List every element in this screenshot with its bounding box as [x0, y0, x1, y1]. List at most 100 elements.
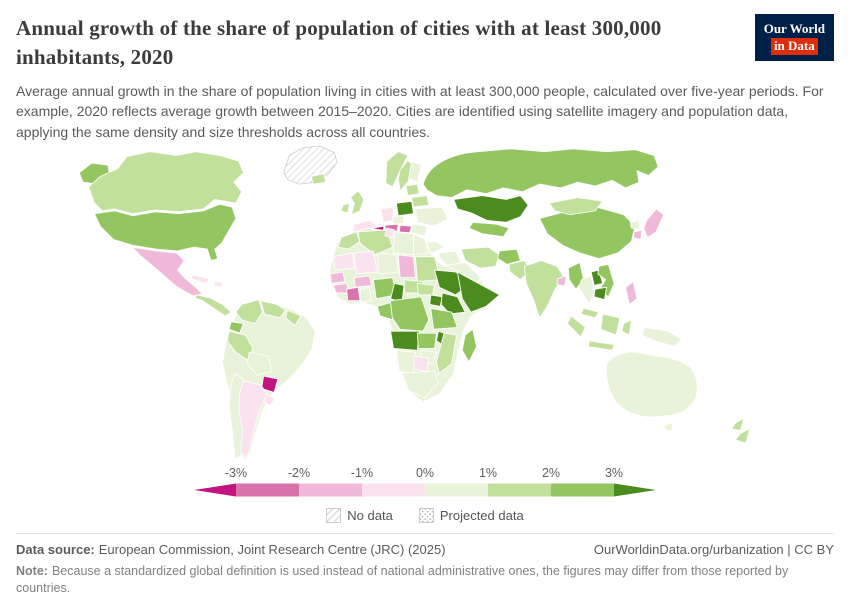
country-cuba[interactable] — [190, 274, 210, 284]
country-south-korea[interactable] — [632, 229, 643, 240]
legend-bin-5[interactable] — [488, 483, 551, 497]
country-uruguay[interactable] — [263, 393, 276, 407]
country-romania[interactable] — [411, 223, 428, 237]
note-text: Because a standardized global definition… — [16, 563, 789, 596]
country-indonesia-borneo[interactable] — [600, 313, 621, 336]
country-colombia[interactable] — [235, 299, 264, 324]
country-afghanistan[interactable] — [497, 248, 522, 265]
country-baltics[interactable] — [405, 183, 420, 196]
country-morocco[interactable] — [337, 231, 361, 250]
country-bangladesh[interactable] — [556, 275, 567, 287]
country-niger[interactable] — [376, 252, 399, 275]
country-iran[interactable] — [460, 246, 501, 269]
country-australia[interactable] — [605, 351, 698, 418]
country-malaysia[interactable] — [580, 307, 600, 319]
country-hungary[interactable] — [398, 224, 413, 234]
country-philippines[interactable] — [625, 280, 638, 306]
legend-bin-4[interactable] — [425, 483, 488, 497]
chart-header: Annual growth of the share of population… — [16, 14, 834, 72]
country-united-kingdom[interactable] — [349, 189, 365, 216]
country-tanzania[interactable] — [430, 307, 459, 330]
country-mali[interactable] — [353, 250, 378, 275]
country-canada[interactable] — [88, 151, 245, 214]
country-iceland[interactable] — [310, 172, 327, 185]
country-venezuela[interactable] — [260, 299, 287, 319]
country-madagascar[interactable] — [461, 328, 478, 363]
country-poland[interactable] — [395, 200, 415, 216]
legend-arrow-right[interactable] — [614, 483, 656, 497]
legend-arrow-left[interactable] — [194, 483, 236, 497]
country-japan[interactable] — [643, 208, 665, 239]
country-algeria[interactable] — [357, 229, 394, 256]
country-hispaniola[interactable] — [213, 280, 224, 288]
country-ecuador[interactable] — [228, 321, 245, 334]
country-indonesia-sumatra[interactable] — [566, 315, 587, 338]
country-russia[interactable] — [422, 148, 659, 198]
country-germany[interactable] — [380, 206, 395, 223]
country-ireland[interactable] — [340, 202, 351, 214]
country-indonesia-sulawesi[interactable] — [621, 318, 632, 336]
country-uzbekistan-turkmenistan[interactable] — [468, 221, 510, 237]
country-united-states[interactable] — [93, 203, 237, 261]
country-mongolia[interactable] — [548, 196, 604, 215]
country-cote-divoire[interactable] — [346, 286, 361, 301]
legend-tick-4: 1% — [479, 466, 497, 480]
country-namibia[interactable] — [395, 349, 416, 374]
data-source-label: Data source: — [16, 541, 95, 557]
owid-logo[interactable]: Our World in Data — [754, 14, 834, 61]
country-mexico[interactable] — [131, 246, 204, 297]
country-new-zealand-north[interactable] — [730, 417, 745, 431]
country-burkina-faso[interactable] — [353, 275, 373, 288]
country-australia-tasmania[interactable] — [663, 422, 674, 432]
country-mauritania[interactable] — [332, 252, 355, 271]
country-mozambique[interactable] — [436, 332, 458, 374]
country-india[interactable] — [523, 259, 565, 319]
country-finland[interactable] — [408, 160, 422, 183]
owid-logo-line2: in Data — [770, 37, 818, 55]
country-bolivia[interactable] — [246, 351, 273, 376]
country-kazakhstan[interactable] — [453, 194, 529, 223]
country-south-sudan[interactable] — [416, 282, 436, 296]
legend-bin-1[interactable] — [236, 483, 299, 497]
country-libya[interactable] — [393, 231, 414, 256]
country-egypt[interactable] — [413, 232, 430, 256]
country-central-america[interactable] — [194, 294, 232, 317]
country-thailand[interactable] — [578, 275, 595, 306]
country-papua-new-guinea[interactable] — [641, 326, 682, 347]
country-congo-gabon[interactable] — [376, 301, 394, 321]
country-angola[interactable] — [390, 330, 420, 351]
legend-bin-3[interactable] — [362, 483, 425, 497]
country-kenya[interactable] — [440, 292, 466, 315]
country-zambia[interactable] — [416, 332, 437, 349]
country-botswana[interactable] — [413, 355, 430, 372]
country-argentina[interactable] — [238, 380, 268, 460]
country-indonesia-java[interactable] — [587, 340, 615, 351]
legend-bin-6[interactable] — [551, 483, 614, 497]
country-guinea[interactable] — [332, 282, 350, 294]
country-south-africa[interactable] — [401, 370, 439, 399]
country-cambodia[interactable] — [593, 286, 608, 301]
country-north-korea[interactable] — [629, 219, 641, 231]
country-china[interactable] — [539, 206, 636, 259]
country-guyanas[interactable] — [285, 309, 302, 326]
country-czechia[interactable] — [392, 214, 405, 225]
country-somalia[interactable] — [456, 271, 501, 313]
country-peru[interactable] — [226, 330, 254, 361]
country-chad[interactable] — [397, 254, 416, 278]
country-uganda[interactable] — [429, 294, 443, 307]
legend-no-data[interactable]: No data — [326, 507, 393, 523]
legend-bin-2[interactable] — [299, 483, 362, 497]
owid-url-license-link[interactable]: OurWorldinData.org/urbanization | CC BY — [593, 541, 834, 557]
country-sweden[interactable] — [397, 159, 415, 192]
legend-projected-data[interactable]: Projected data — [418, 507, 524, 523]
country-new-zealand-south[interactable] — [734, 427, 751, 444]
page-title: Annual growth of the share of population… — [16, 16, 662, 69]
country-belarus[interactable] — [411, 194, 430, 208]
country-ghana[interactable] — [359, 286, 372, 303]
country-ukraine[interactable] — [414, 206, 449, 227]
country-senegal[interactable] — [329, 271, 346, 284]
country-tunisia[interactable] — [384, 227, 395, 238]
country-paraguay[interactable] — [261, 375, 279, 393]
country-greenland[interactable] — [283, 145, 338, 185]
world-map — [78, 145, 751, 462]
